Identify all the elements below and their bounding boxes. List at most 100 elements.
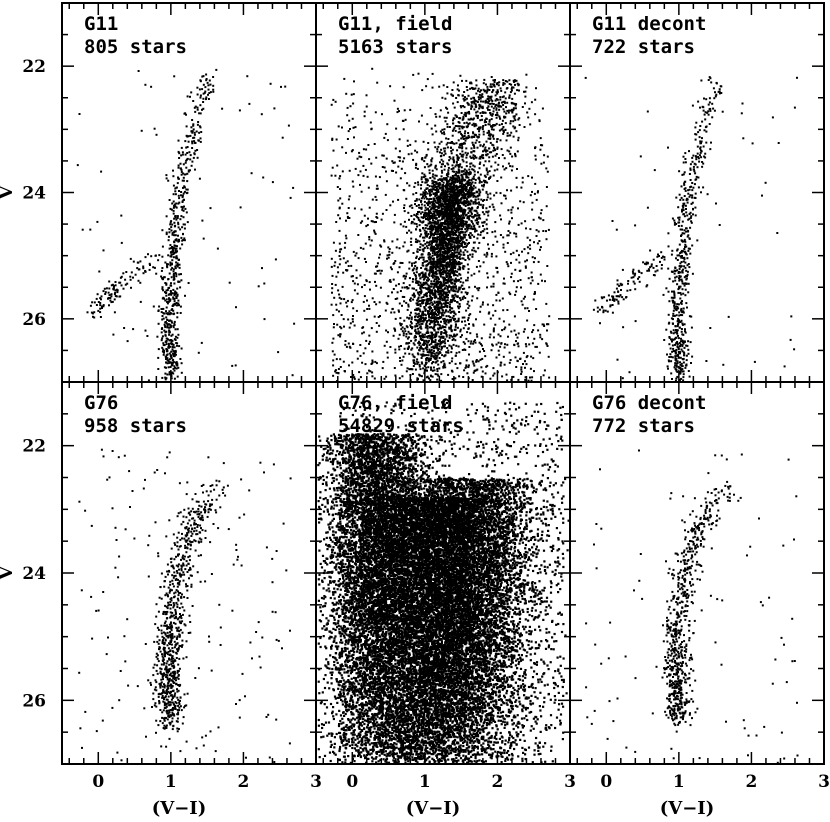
data-point [203,84,205,86]
data-point [459,75,461,77]
data-point [400,223,402,225]
data-point [191,141,193,143]
data-point [441,97,443,99]
data-point [469,254,471,256]
data-point [410,244,412,246]
data-point [509,134,511,136]
data-point [469,313,471,315]
data-point [496,123,498,125]
data-point [418,284,420,286]
data-point [175,249,177,251]
data-point [473,185,475,187]
data-point [460,277,462,279]
data-point [191,147,193,149]
data-point [393,311,395,313]
data-point [418,374,420,376]
data-point [108,304,110,306]
data-point [176,361,178,363]
data-point [455,221,457,223]
data-point [177,303,179,305]
data-point [486,286,488,288]
data-point [515,130,517,132]
data-point [335,250,337,252]
data-point [385,376,387,378]
data-point [430,234,432,236]
data-point [418,324,420,326]
data-point [361,220,363,222]
data-point [185,167,187,169]
data-point [163,354,165,356]
data-point [359,275,361,277]
data-point [499,300,501,302]
data-point [403,189,405,191]
data-point [496,267,498,269]
data-point [144,270,146,272]
data-point [436,368,438,370]
data-point [412,373,414,375]
data-point [174,378,176,380]
data-point [174,294,176,296]
data-point [185,114,187,116]
data-point [444,98,446,100]
data-point [476,336,478,338]
data-point [103,290,105,292]
data-point [467,307,469,309]
data-point [411,322,413,324]
data-point [433,287,435,289]
data-point [533,219,535,221]
data-point [439,143,441,145]
data-point [426,245,428,247]
data-point [178,152,180,154]
data-point [94,301,96,303]
data-point [101,295,103,297]
data-point [186,125,188,127]
data-point [376,213,378,215]
data-point [533,241,535,243]
data-point [173,185,175,187]
data-point [339,217,341,219]
data-point [168,239,170,241]
data-point [448,345,450,347]
data-point [109,294,111,296]
data-point [492,304,494,306]
data-point [114,292,116,294]
data-point [172,289,174,291]
data-point [139,260,141,262]
data-point [448,227,450,229]
data-point [469,156,471,158]
data-point [467,301,469,303]
data-point [358,257,360,259]
data-point [404,328,406,330]
data-point [473,154,475,156]
data-point [165,361,167,363]
data-point [474,125,476,127]
data-point [391,268,393,270]
data-point [400,177,402,179]
data-point [470,343,472,345]
data-point [473,136,475,138]
data-point [423,174,425,176]
data-point [480,199,482,201]
data-point [457,306,459,308]
data-point [402,330,404,332]
data-point [386,303,388,305]
data-point [473,97,475,99]
data-point [517,150,519,152]
data-point [427,330,429,332]
data-point [465,80,467,82]
data-point [175,267,177,269]
data-point [440,166,442,168]
data-point [464,320,466,322]
data-point [439,253,441,255]
data-point [194,150,196,152]
data-point [127,340,129,342]
data-point [534,113,536,115]
data-point [508,163,510,165]
data-point [354,325,356,327]
data-point [480,107,482,109]
data-point [158,348,160,350]
data-point [536,229,538,231]
data-point [432,255,434,257]
data-point [466,372,468,374]
data-point [170,282,172,284]
